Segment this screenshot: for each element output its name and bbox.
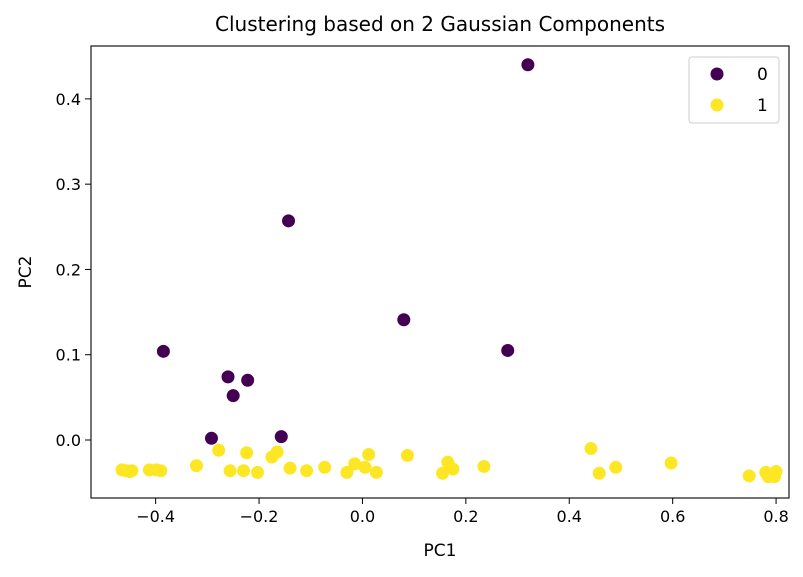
data-point-cluster-1 [300,464,314,478]
data-point-cluster-1 [369,465,383,479]
plot-frame [90,45,790,499]
data-point-cluster-1 [250,465,264,479]
data-point-cluster-0 [397,313,411,327]
legend-label-1: 1 [757,96,768,116]
data-point-cluster-1 [436,466,450,480]
data-point-cluster-1 [212,443,226,457]
data-point-cluster-0 [241,373,255,387]
data-point-cluster-0 [274,430,288,444]
x-tick-label: 0.4 [557,507,582,526]
legend-marker-0 [710,67,724,81]
x-tick-label: 0.8 [763,507,788,526]
y-axis-label: PC2 [16,256,36,289]
data-point-cluster-1 [154,464,168,478]
data-point-cluster-1 [223,464,237,478]
legend: 01 [688,56,780,124]
data-point-cluster-1 [283,461,297,475]
data-point-cluster-1 [584,442,598,456]
y-tick-label: 0.0 [56,431,81,450]
data-point-cluster-0 [521,58,535,72]
x-axis-label: PC1 [424,541,457,561]
x-tick-label: 0.2 [453,507,478,526]
x-axis: −0.4 −0.2 0.0 0.2 0.4 0.6 0.8 [136,498,789,526]
y-axis: 0.0 0.1 0.2 0.3 0.4 [56,90,91,450]
data-point-cluster-1 [240,446,254,460]
x-tick-label: −0.2 [240,507,279,526]
plot-area [115,58,783,484]
data-point-cluster-1 [742,469,756,483]
data-point-cluster-0 [221,370,235,384]
data-point-cluster-0 [282,214,296,228]
x-tick-label: 0.6 [660,507,685,526]
data-point-cluster-1 [125,464,139,478]
data-point-cluster-1 [318,460,332,474]
data-point-cluster-1 [446,462,460,476]
x-tick-label: −0.4 [136,507,175,526]
y-tick-label: 0.1 [56,346,81,365]
data-point-cluster-1 [609,460,623,474]
legend-label-0: 0 [757,65,768,85]
data-point-cluster-0 [226,389,240,403]
data-point-cluster-1 [477,459,491,473]
data-point-cluster-1 [237,464,251,478]
data-point-cluster-1 [358,460,372,474]
data-point-cluster-1 [400,448,414,462]
legend-marker-1 [710,98,724,112]
y-tick-label: 0.2 [56,260,81,279]
y-tick-label: 0.3 [56,175,81,194]
data-point-cluster-1 [189,459,203,473]
data-point-cluster-1 [592,466,606,480]
y-tick-label: 0.4 [56,90,81,109]
data-point-cluster-0 [156,344,170,358]
data-point-cluster-0 [501,343,515,357]
data-point-cluster-1 [340,465,354,479]
data-point-cluster-1 [348,457,362,471]
data-point-cluster-0 [204,431,218,445]
data-point-cluster-1 [270,445,284,459]
x-tick-label: 0.0 [350,507,375,526]
data-point-cluster-1 [664,456,678,470]
data-point-cluster-1 [362,448,376,462]
chart-title: Clustering based on 2 Gaussian Component… [215,12,665,36]
data-point-cluster-1 [769,465,783,479]
